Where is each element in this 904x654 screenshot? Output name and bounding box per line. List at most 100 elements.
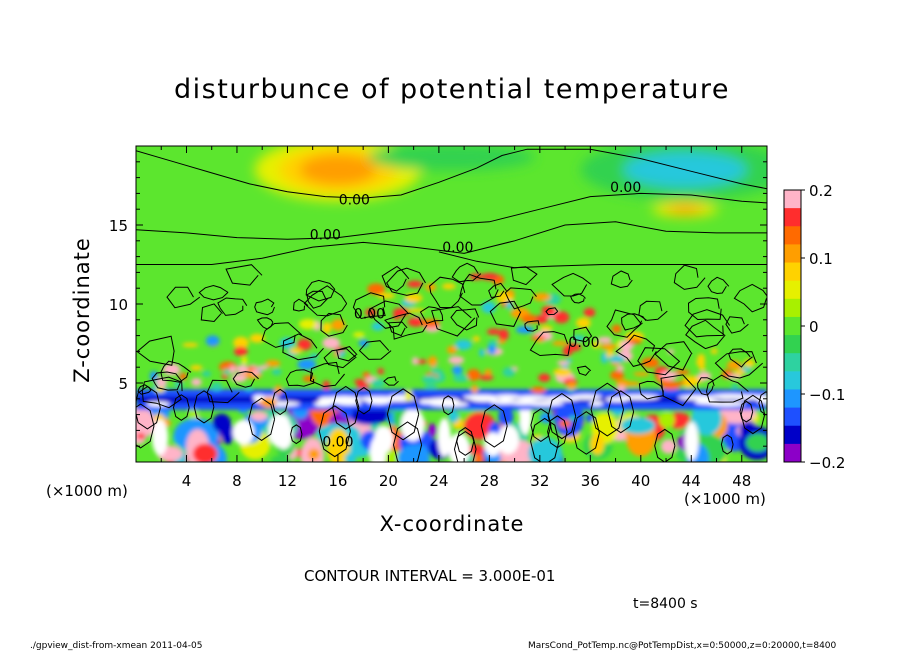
x-tick-label: 12 [278,472,297,490]
colorbar-swatch [784,280,801,300]
contour-line [573,326,593,343]
turbulence-cell [691,401,722,436]
plume-cell [616,385,626,392]
inversion-core [470,396,497,402]
contour-line [151,371,183,391]
contour-line [358,340,392,360]
contour-line [318,405,351,458]
colorbar-tick-label: 0.2 [809,182,833,200]
contour-line [290,424,303,445]
plume-cell [487,339,499,346]
colorbar-swatch [784,262,801,282]
colorbar-tick-label: −0.2 [809,454,845,472]
contour-line [381,265,410,292]
colorbar-tick-label: 0.1 [809,250,833,268]
contour-line [725,316,749,334]
plume-cell [611,324,622,334]
contour-line [707,276,730,295]
plume-cell [201,370,212,377]
contour-line [590,382,624,437]
contour-line [217,297,248,316]
turbulence-cell [308,448,320,461]
plume-cell [297,338,312,351]
plume-cell [223,368,231,376]
contour-label: 0.00 [442,240,473,256]
x-tick-label: 44 [682,472,701,490]
plume-cell [362,371,371,379]
plume-cell [356,382,370,389]
plume-cell [699,366,706,371]
turbulence-cell [270,455,293,462]
inversion-core [367,399,390,405]
contour-line [166,286,201,309]
contour-line [136,403,155,449]
x-tick-label: 48 [732,472,751,490]
plume-cell [660,371,678,381]
contour-line [419,306,444,325]
plume-cell [576,317,591,329]
contour-line [529,331,571,357]
contour-label: 0.00 [610,180,641,196]
inversion-core [515,395,548,401]
contour-line [654,341,693,371]
contour-line [198,284,229,301]
contour-line [160,360,192,383]
contour-line [271,388,289,416]
contour-line [429,276,466,309]
plume-cell [733,369,746,376]
plume-cell [249,333,265,343]
colorbar-swatch [784,389,801,409]
x-axis-unit-left: (×1000 m) [46,482,128,500]
plume-cell [616,365,625,371]
plume-cell [641,357,660,368]
colorbar-swatch [784,226,801,245]
contour-line [488,282,507,299]
contour-line [684,309,731,338]
inversion-core [418,399,437,405]
turbulence-cell [660,439,677,454]
plume-cell [233,346,248,357]
turbulence-cell [192,443,218,462]
plume-cell [377,292,395,299]
plume-cell [322,337,340,349]
plume-cell [600,343,617,350]
contour-line [720,434,734,455]
plume-cell [674,369,690,375]
x-axis-label: X-coordinate [379,512,525,536]
chart-title: disturbunce of potential temperature [174,74,730,105]
plume-cell [484,369,492,376]
plume-cell [539,325,553,331]
contour-line [392,421,423,462]
contour-line [637,347,681,376]
turbulence-cell [250,411,268,421]
inversion-core [314,401,332,407]
contour-line [758,391,767,416]
plume-cell [441,283,456,290]
inversion-core [694,399,721,405]
colorbar-swatch [784,208,801,227]
plume-cell [633,372,650,377]
turbulence-cell [554,400,584,438]
contour-line [438,251,767,269]
contour-line [638,300,668,321]
plume-cell [615,379,630,388]
plume-cell [478,348,485,357]
plume-cell [731,383,739,389]
contour-line [510,266,538,286]
contour-line [654,428,676,462]
contour-line [739,400,754,423]
plume-cell [727,360,741,370]
plume-cell [533,292,551,302]
plume-cell [299,318,318,330]
plume-cell [322,380,331,390]
plume-cell [265,360,281,367]
footer-script-info: ./gpview_dist-from-xmean 2011-04-05 [30,641,203,651]
contour-line [714,351,764,379]
plume-cell [322,322,332,334]
colorbar-swatch [784,190,801,209]
contour-line [524,320,540,332]
x-tick-label: 4 [182,472,192,490]
plume-cell [479,374,494,381]
colorbar-tick-label: −0.1 [809,386,845,404]
plume-cell [447,345,458,354]
